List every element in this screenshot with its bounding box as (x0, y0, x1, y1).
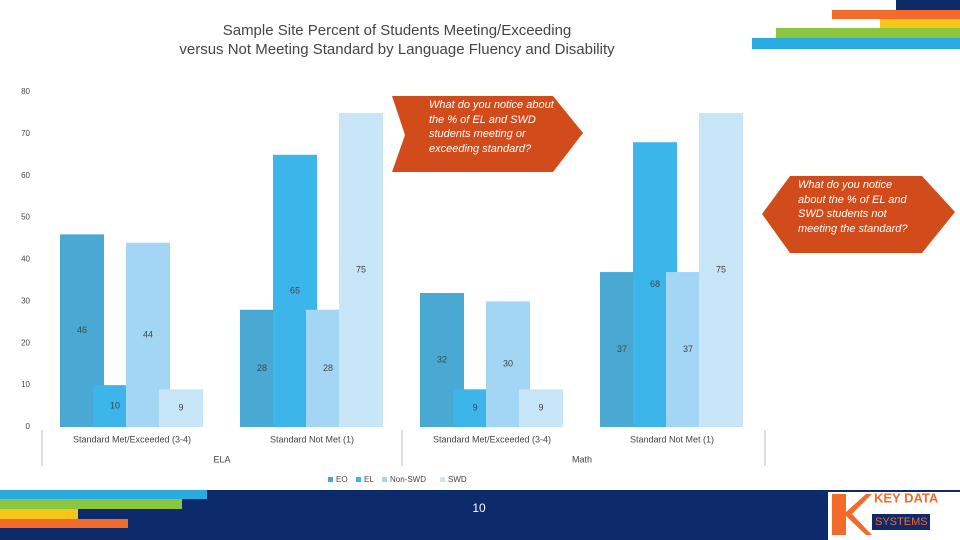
data-label: 10 (110, 400, 120, 410)
callout-shape (762, 176, 955, 253)
y-tick-label: 20 (21, 338, 30, 347)
chart-title: versus Not Meeting Standard by Language … (179, 41, 615, 58)
legend-swatch (440, 477, 445, 482)
legend-label: SWD (448, 475, 467, 484)
y-tick-label: 50 (21, 213, 30, 222)
bar (699, 112, 743, 427)
bar (339, 112, 383, 427)
data-label: 9 (472, 403, 477, 413)
callout-shape (392, 96, 583, 172)
legend-swatch (328, 477, 333, 482)
stripe (0, 519, 128, 528)
logo-mark (832, 494, 872, 535)
data-label: 9 (178, 403, 183, 413)
y-tick-label: 30 (21, 296, 30, 305)
group-label: ELA (213, 454, 230, 464)
y-tick-label: 80 (21, 87, 30, 96)
legend-label: EO (336, 475, 348, 484)
y-tick-label: 70 (21, 129, 30, 138)
stripe (752, 38, 960, 49)
data-label: 65 (290, 285, 300, 295)
page-number: 10 (472, 501, 486, 515)
data-label: 28 (257, 363, 267, 373)
stripe (832, 10, 960, 19)
stripe (776, 28, 960, 38)
y-tick-label: 0 (26, 422, 31, 431)
data-label: 44 (143, 329, 153, 339)
y-tick-label: 10 (21, 380, 30, 389)
bar (159, 389, 203, 427)
data-label: 37 (683, 344, 693, 354)
data-label: 30 (503, 359, 513, 369)
stripe (0, 499, 182, 509)
annotation: What do you notice about the % of EL and… (798, 179, 908, 235)
data-label: 9 (538, 403, 543, 413)
x-tick-label: Standard Met/Exceeded (3-4) (73, 434, 191, 444)
stripe (0, 509, 78, 519)
legend-label: EL (364, 475, 374, 484)
y-tick-label: 40 (21, 255, 30, 264)
data-label: 28 (323, 363, 333, 373)
data-label: 75 (716, 264, 726, 274)
logo-text: KEY DATA (874, 490, 939, 505)
legend-label: Non-SWD (390, 475, 426, 484)
data-label: 46 (77, 325, 87, 335)
data-label: 68 (650, 279, 660, 289)
logo-text: SYSTEMS (875, 516, 928, 528)
stripe (0, 490, 207, 499)
stripe (896, 0, 960, 10)
bar (519, 389, 563, 427)
x-tick-label: Standard Not Met (1) (630, 434, 714, 444)
legend-swatch (382, 477, 387, 482)
logo-band (872, 514, 930, 530)
chart-title: Sample Site Percent of Students Meeting/… (223, 22, 572, 39)
data-label: 75 (356, 264, 366, 274)
x-tick-label: Standard Met/Exceeded (3-4) (433, 434, 551, 444)
stripe (880, 19, 960, 28)
group-label: Math (572, 454, 592, 464)
annotation: What do you notice about the % of EL and… (429, 99, 554, 155)
x-tick-label: Standard Not Met (1) (270, 434, 354, 444)
data-label: 32 (437, 354, 447, 364)
legend-swatch (356, 477, 361, 482)
data-label: 37 (617, 344, 627, 354)
y-tick-label: 60 (21, 171, 30, 180)
